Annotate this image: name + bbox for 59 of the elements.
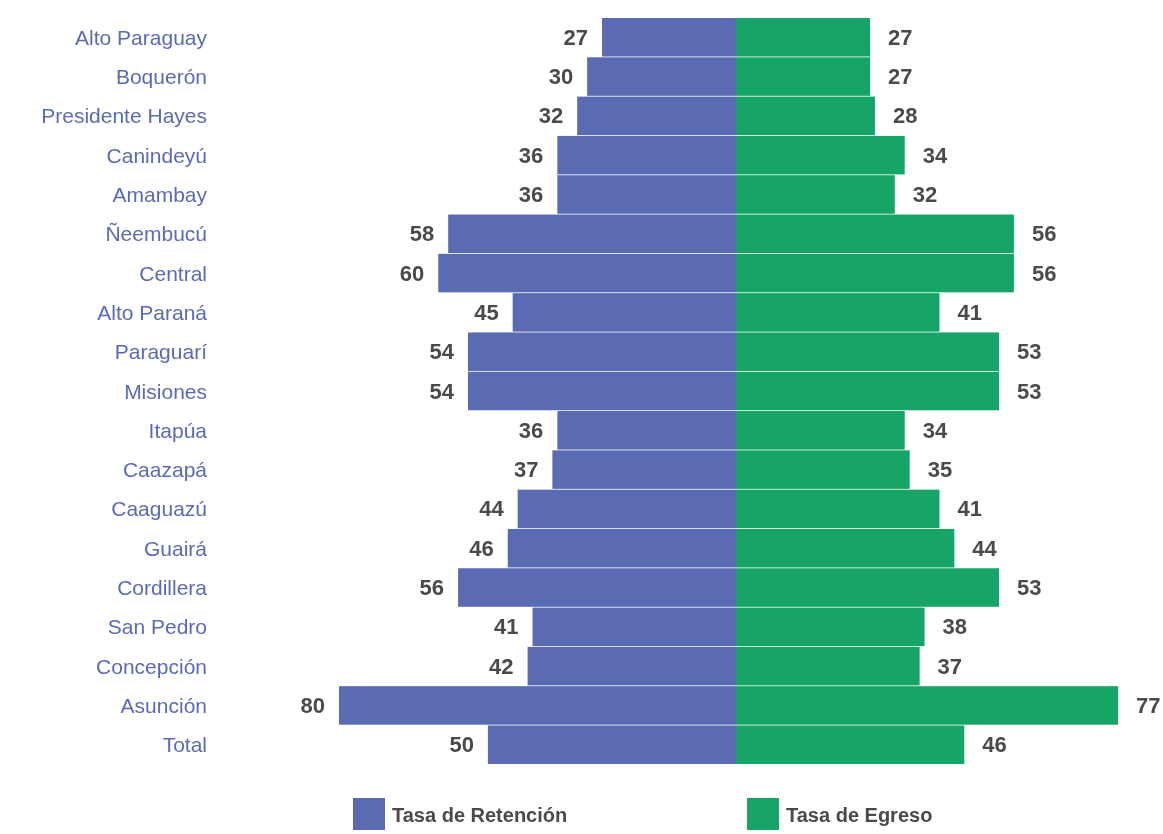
y-tick-label: Central <box>139 261 207 285</box>
data-label: 46 <box>982 732 1007 758</box>
data-label: 44 <box>972 535 998 561</box>
y-tick-label: San Pedro <box>107 615 207 639</box>
y-tick-label: Caaguazú <box>111 497 207 521</box>
data-label: 34 <box>922 142 948 168</box>
data-label: 28 <box>892 103 918 129</box>
y-tick-label: Presidente Hayes <box>41 104 207 128</box>
data-label: 53 <box>1017 378 1042 404</box>
y-tick-label: Alto Paraná <box>97 300 208 324</box>
data-label: 27 <box>563 24 589 50</box>
data-label: 41 <box>957 299 982 325</box>
data-label: 42 <box>489 653 514 679</box>
y-tick-label: Itapúa <box>148 418 208 442</box>
y-tick-label: Amambay <box>112 182 208 206</box>
data-label: 46 <box>469 535 494 561</box>
y-tick-label: Ñeembucú <box>105 222 207 246</box>
data-label: 27 <box>887 24 913 50</box>
data-label: 60 <box>399 260 425 286</box>
data-label: 77 <box>1136 692 1161 718</box>
data-label: 35 <box>927 457 953 483</box>
y-tick-label: Cordillera <box>117 576 208 600</box>
y-tick-label: Total <box>162 733 207 757</box>
data-label: 38 <box>942 614 968 640</box>
data-label: 44 <box>479 496 505 522</box>
data-label: 30 <box>548 64 574 90</box>
data-label: 27 <box>887 64 913 90</box>
data-label: 80 <box>300 692 325 718</box>
data-label: 56 <box>1031 260 1057 286</box>
data-label: 41 <box>494 614 519 640</box>
legend-label: Tasa de Retención <box>392 804 568 826</box>
data-label: 37 <box>937 653 963 679</box>
data-label: 36 <box>518 142 544 168</box>
data-label: 56 <box>1031 221 1057 247</box>
y-tick-label: Guairá <box>143 536 208 560</box>
data-label: 53 <box>1017 339 1042 365</box>
data-label: 54 <box>429 378 455 404</box>
data-label: 37 <box>513 457 539 483</box>
y-tick-label: Boquerón <box>115 65 207 89</box>
y-tick-label: Paraguarí <box>114 340 208 364</box>
y-tick-label: Asunción <box>120 693 207 717</box>
data-label: 34 <box>922 417 948 443</box>
legend-label: Tasa de Egreso <box>786 804 933 826</box>
data-label: 41 <box>957 496 982 522</box>
y-tick-label: Concepción <box>96 654 207 678</box>
data-label: 50 <box>449 732 474 758</box>
data-label: 58 <box>409 221 435 247</box>
data-label: 45 <box>474 299 499 325</box>
data-label: 54 <box>429 339 455 365</box>
y-tick-label: Canindeyú <box>106 143 207 167</box>
data-label: 53 <box>1017 575 1042 601</box>
y-tick-label: Caazapá <box>122 458 208 482</box>
data-label: 36 <box>518 181 544 207</box>
data-label: 32 <box>912 181 938 207</box>
data-label: 32 <box>538 103 564 129</box>
data-label: 56 <box>419 575 445 601</box>
y-tick-label: Misiones <box>124 379 207 403</box>
y-tick-label: Alto Paraguay <box>75 25 208 49</box>
data-label: 36 <box>518 417 544 443</box>
